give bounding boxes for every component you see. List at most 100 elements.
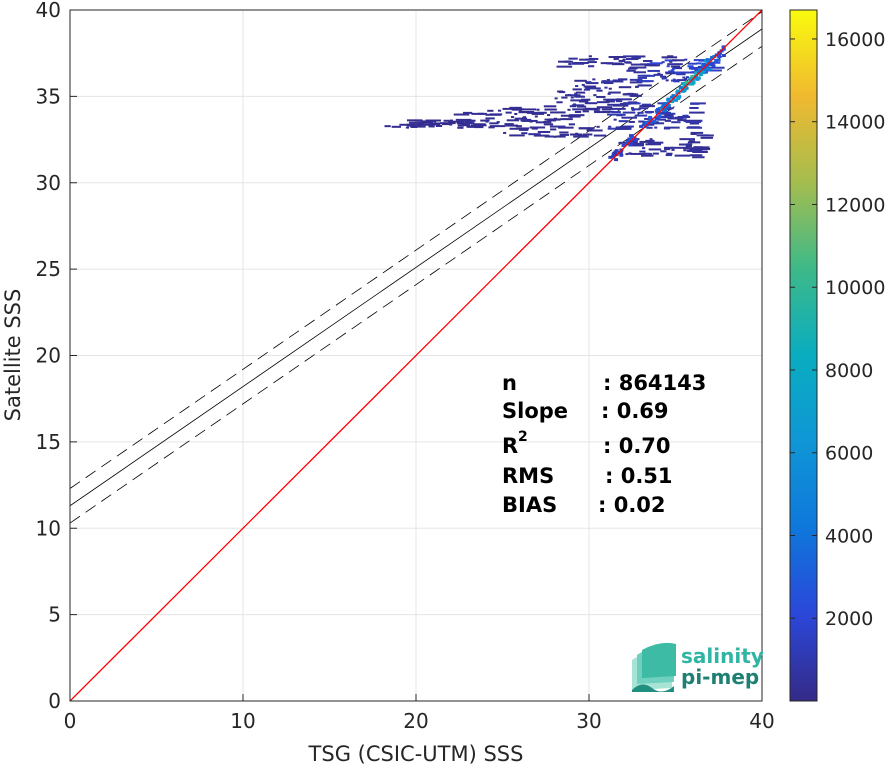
density-cell bbox=[652, 119, 657, 123]
x-axis-ticks: 0 10 20 30 40 bbox=[64, 694, 775, 733]
density-cell bbox=[678, 143, 692, 146]
stat-rms-label: RMS bbox=[502, 464, 554, 488]
density-cell bbox=[516, 127, 530, 130]
density-cell bbox=[676, 96, 681, 100]
y-tick-label: 20 bbox=[36, 344, 61, 368]
density-cell bbox=[559, 131, 569, 134]
density-cell bbox=[556, 65, 573, 68]
density-cell bbox=[515, 125, 522, 128]
density-cell bbox=[453, 113, 470, 116]
density-cell bbox=[448, 120, 464, 123]
density-cell bbox=[384, 125, 391, 128]
density-cell bbox=[628, 142, 645, 145]
density-cell bbox=[689, 122, 700, 125]
density-cell bbox=[639, 140, 652, 143]
density-cell bbox=[547, 114, 551, 117]
density-cell bbox=[537, 111, 547, 114]
density-cell bbox=[607, 92, 611, 95]
density-cell bbox=[576, 105, 587, 108]
density-cell bbox=[629, 66, 645, 69]
density-cell bbox=[534, 115, 538, 118]
density-cell bbox=[625, 153, 629, 156]
y-tick-label: 30 bbox=[36, 171, 61, 195]
y-axis-ticks: 0 5 10 15 20 25 30 35 40 bbox=[36, 0, 77, 713]
density-cell bbox=[503, 131, 507, 134]
density-cell bbox=[701, 71, 706, 75]
density-cell bbox=[602, 80, 606, 83]
x-tick-label: 0 bbox=[64, 709, 77, 733]
density-cell bbox=[623, 55, 639, 58]
density-cell bbox=[669, 100, 674, 104]
density-cell bbox=[496, 121, 500, 124]
density-cell bbox=[693, 146, 710, 149]
density-cell bbox=[643, 152, 650, 155]
density-cell bbox=[645, 139, 655, 142]
density-cell bbox=[564, 94, 581, 97]
density-cell bbox=[618, 78, 628, 81]
y-tick-label: 10 bbox=[36, 516, 61, 540]
density-cell bbox=[671, 97, 676, 101]
density-cell bbox=[648, 152, 652, 155]
density-cell bbox=[655, 117, 660, 121]
density-cell bbox=[536, 108, 540, 111]
density-cell bbox=[458, 119, 474, 122]
density-cell bbox=[714, 58, 719, 62]
density-cell bbox=[667, 117, 684, 120]
density-cell bbox=[553, 135, 557, 138]
density-cell bbox=[537, 130, 551, 133]
density-cell bbox=[619, 102, 627, 105]
density-cell bbox=[663, 77, 667, 80]
density-cell bbox=[489, 122, 499, 125]
density-cell bbox=[648, 117, 653, 121]
density-cell bbox=[671, 146, 687, 149]
density-cell bbox=[612, 151, 617, 155]
density-cell bbox=[502, 107, 512, 110]
density-cell bbox=[628, 120, 635, 123]
density-cell bbox=[559, 135, 566, 138]
density-cell bbox=[629, 134, 634, 138]
density-cell bbox=[694, 147, 711, 150]
density-cell bbox=[666, 98, 671, 102]
density-cell bbox=[650, 139, 654, 142]
density-cell bbox=[696, 70, 701, 74]
density-cell bbox=[618, 59, 625, 62]
density-cell bbox=[650, 62, 663, 65]
density-cell bbox=[624, 102, 631, 105]
density-cell bbox=[663, 109, 668, 113]
density-cell bbox=[630, 107, 635, 110]
density-cell bbox=[457, 124, 464, 127]
density-cell bbox=[560, 114, 574, 117]
density-cell bbox=[626, 69, 631, 72]
density-cell bbox=[391, 125, 402, 128]
density-cell bbox=[621, 143, 626, 147]
density-cell bbox=[633, 71, 646, 74]
density-cell bbox=[690, 132, 697, 135]
density-cell bbox=[672, 67, 682, 70]
density-cell bbox=[569, 115, 573, 118]
stat-rms-value: : 0.51 bbox=[605, 464, 673, 488]
density-cell bbox=[686, 119, 703, 122]
salinity-pi-mep-logo: salinity pi-mep bbox=[632, 642, 764, 692]
density-cell bbox=[625, 58, 639, 61]
density-cell bbox=[661, 61, 665, 64]
density-cell bbox=[622, 58, 626, 61]
density-cell bbox=[485, 117, 495, 120]
density-cell bbox=[667, 55, 674, 58]
density-cell bbox=[704, 65, 709, 69]
density-cell bbox=[644, 110, 655, 113]
density-cell bbox=[596, 106, 613, 109]
density-cell bbox=[682, 114, 689, 117]
density-cell bbox=[686, 126, 702, 129]
density-cell bbox=[558, 91, 566, 94]
density-cell bbox=[694, 72, 699, 76]
y-tick-label: 25 bbox=[36, 257, 61, 281]
density-cell bbox=[658, 116, 674, 119]
density-cell bbox=[678, 86, 683, 90]
density-cell bbox=[697, 65, 705, 68]
density-cell bbox=[621, 116, 638, 119]
density-cell bbox=[485, 120, 489, 123]
density-cell bbox=[626, 69, 636, 72]
density-cell bbox=[706, 67, 711, 71]
density-cell bbox=[682, 82, 687, 86]
